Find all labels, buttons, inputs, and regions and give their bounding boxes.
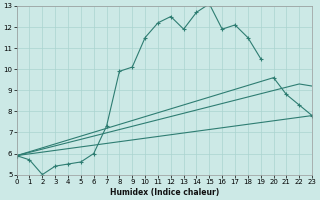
X-axis label: Humidex (Indice chaleur): Humidex (Indice chaleur) bbox=[110, 188, 219, 197]
